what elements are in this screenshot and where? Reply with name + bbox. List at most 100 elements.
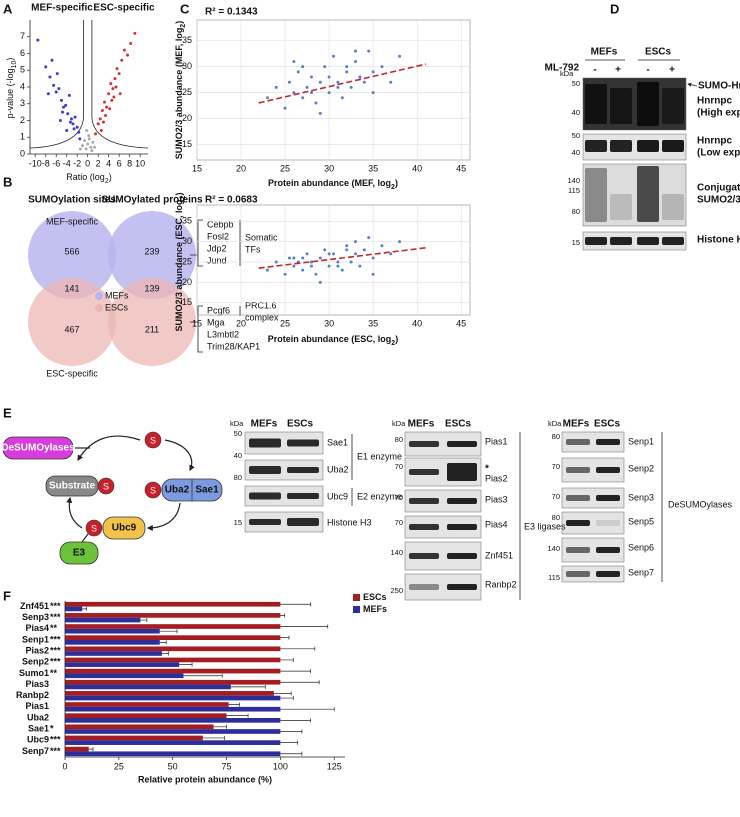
x-tick-label: 4 (106, 158, 111, 168)
band-label: SUMO2/3 (697, 195, 740, 206)
x-tick-label: -10 (29, 158, 42, 168)
point (332, 252, 335, 256)
label-sub: 2 (180, 195, 187, 199)
point (96, 122, 100, 126)
blot-band (585, 168, 607, 222)
blot-band (585, 140, 607, 152)
lane-label: MEFs (251, 419, 278, 430)
point (77, 130, 81, 134)
lane-group: ESCs (645, 47, 672, 58)
error-bar (213, 724, 227, 729)
label-sub: 2 (391, 340, 395, 347)
marker: 50 (234, 429, 242, 438)
point (327, 252, 331, 256)
blot-band (566, 439, 590, 445)
blot-band (610, 88, 632, 124)
node-label: Uba2 (165, 485, 190, 496)
y-tick-label: 25 (182, 256, 192, 266)
node-label: S (91, 523, 97, 533)
blot-band (409, 498, 439, 504)
venn-count: 467 (64, 324, 79, 334)
error-bar (280, 718, 311, 723)
category-label: Pias4 (25, 623, 49, 633)
blot-band (287, 493, 319, 499)
x-tick-label: 10 (135, 158, 145, 168)
y-axis-label: SUMO2/3 abundance (ESC, log2) (174, 193, 186, 332)
group-label: E3 ligases (524, 521, 566, 531)
point (292, 59, 296, 63)
marker: 140 (390, 548, 403, 557)
gene: Pcgf6 (207, 305, 230, 315)
blot-strip (404, 515, 482, 539)
point (55, 72, 59, 76)
blot-band (447, 463, 477, 481)
marker: 115 (548, 573, 560, 582)
point (323, 65, 327, 69)
point (44, 65, 48, 69)
blot-strip (244, 431, 324, 455)
band-label: Senp6 (628, 542, 654, 552)
blot-band (447, 584, 477, 590)
point (102, 100, 106, 104)
marker: 70 (395, 493, 403, 502)
blot-band (610, 140, 632, 152)
point (90, 149, 94, 153)
bar (65, 673, 184, 679)
point (287, 80, 291, 84)
point (371, 70, 375, 74)
bar (65, 617, 141, 623)
blot-band (596, 439, 620, 445)
bar (65, 706, 281, 712)
blot-band (662, 140, 684, 152)
panel-label: E (3, 405, 12, 420)
blot-strip (582, 231, 687, 251)
point (78, 137, 82, 141)
x-tick-label: -8 (42, 158, 50, 168)
marker: 70 (552, 492, 560, 501)
blot-strip (561, 487, 625, 509)
gene-group: complex (245, 312, 279, 322)
blot-band (585, 84, 607, 124)
point (327, 264, 331, 268)
point (87, 134, 91, 138)
blot-strip (561, 511, 625, 535)
blot-band (637, 140, 659, 152)
x-tick-label: 50 (168, 761, 178, 771)
y-tick-label: 35 (182, 216, 192, 226)
point (68, 120, 72, 124)
legend-label: MEFs (363, 604, 387, 614)
blot-band (610, 194, 632, 220)
venn-circle (108, 278, 196, 366)
bar (65, 657, 281, 663)
point (71, 122, 75, 126)
point (345, 248, 349, 252)
error-bar (280, 707, 335, 712)
venn-set-label: ESC-specific (46, 368, 98, 378)
point (283, 106, 287, 110)
bar (65, 684, 231, 690)
x-tick-label: 0 (62, 761, 67, 771)
y-tick-label: 15 (182, 297, 192, 307)
point (354, 252, 358, 256)
point (367, 236, 371, 240)
venn-count: 141 (64, 283, 79, 293)
point (36, 38, 40, 42)
marker: 140 (567, 176, 580, 185)
blot-band (596, 495, 620, 501)
bar (65, 613, 281, 618)
y-tick-label: 4 (20, 81, 25, 91)
bar (65, 668, 281, 674)
blot-band (409, 441, 439, 447)
bar (65, 679, 281, 685)
blot-band (249, 519, 281, 525)
treatment-mark: - (593, 65, 596, 76)
point (354, 59, 358, 63)
blot-band (566, 571, 590, 577)
error-bar (280, 740, 298, 745)
point (309, 264, 313, 268)
bar (65, 724, 214, 730)
kda: kDa (560, 69, 574, 78)
blot-band (596, 571, 620, 577)
lane-label: ESCs (445, 419, 472, 430)
group-label: E2 enzyme (357, 491, 402, 501)
